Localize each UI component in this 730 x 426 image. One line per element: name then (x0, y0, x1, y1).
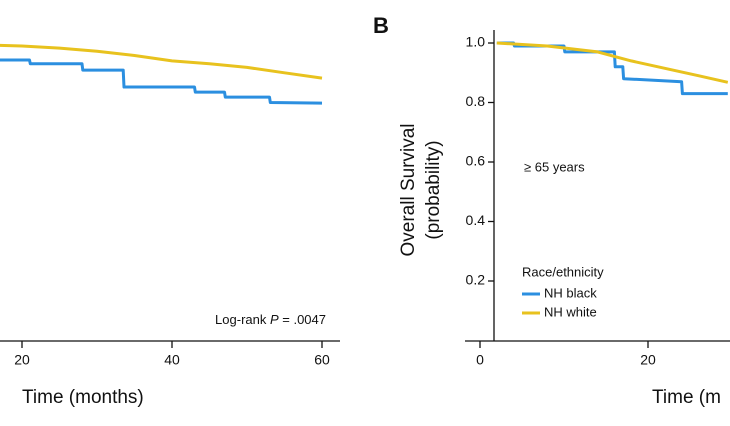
subgroup-label: ≥ 65 years (524, 159, 585, 174)
panel-label: B (373, 13, 389, 38)
x-tick-label: 40 (164, 352, 180, 368)
x-axis-label: Time (months) (22, 387, 144, 408)
y-tick-label: 0.4 (466, 212, 486, 228)
legend-label: NH black (544, 285, 597, 300)
x-tick-label: 20 (14, 352, 30, 368)
y-tick-label: 0.6 (466, 153, 486, 169)
survival-curve (496, 41, 729, 84)
x-tick-label: 0 (476, 352, 484, 368)
annotation-part: P (270, 312, 279, 327)
y-axis-label: Overall Survival (398, 123, 419, 256)
survival-curve (0, 58, 323, 105)
annotation-part: Log-rank (215, 312, 270, 327)
log-rank-annotation: Log-rank P = .0047 (215, 312, 326, 327)
legend-label: NH white (544, 304, 597, 319)
legend-title: Race/ethnicity (522, 264, 604, 279)
y-tick-label: 0.8 (466, 93, 486, 109)
y-tick-label: 1.0 (466, 34, 486, 50)
y-axis-label: (probability) (423, 140, 444, 239)
y-tick-label: 0.2 (466, 272, 486, 288)
x-tick-label: 60 (314, 352, 330, 368)
survival-curve (0, 43, 323, 80)
annotation-part: = .0047 (279, 312, 326, 327)
x-axis-label: Time (m (652, 387, 721, 408)
x-tick-label: 20 (640, 352, 656, 368)
